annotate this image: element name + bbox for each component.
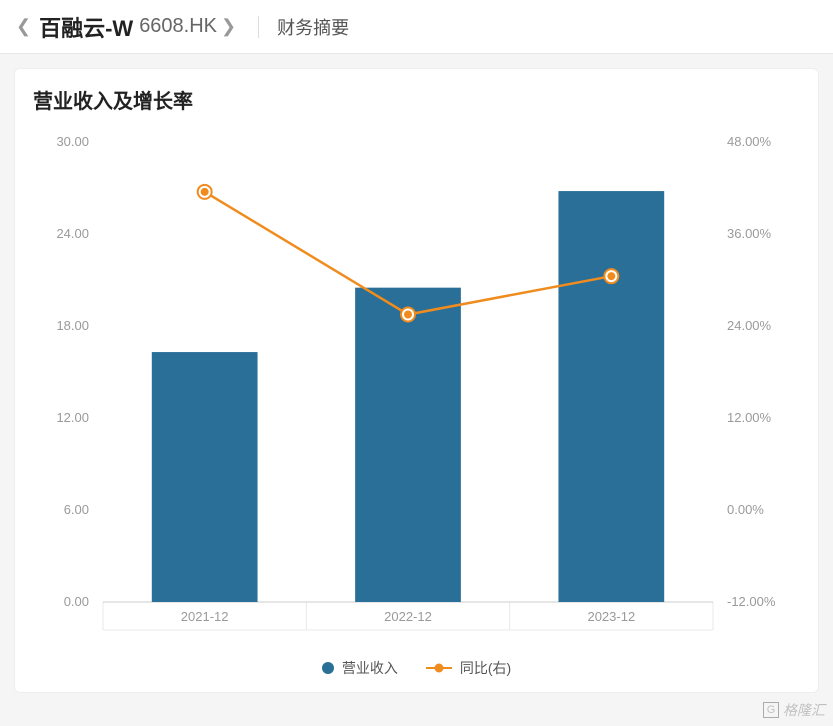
svg-text:36.00%: 36.00%: [727, 226, 772, 241]
chart-card: 营业收入及增长率 0.00 -12.00% 6.00 0.00% 12.00 12.00%…: [14, 68, 819, 693]
legend-item-bar[interactable]: 营业收入: [322, 658, 398, 678]
svg-text:12.00%: 12.00%: [727, 410, 772, 425]
watermark-text: 格隆汇: [783, 700, 825, 720]
svg-text:18.00: 18.00: [56, 318, 89, 333]
svg-text:0.00: 0.00: [64, 594, 89, 609]
svg-text:6.00: 6.00: [64, 502, 89, 517]
card-title: 营业收入及增长率: [33, 85, 800, 114]
stock-name[interactable]: 百融云-W: [39, 11, 133, 43]
legend-item-line[interactable]: 同比(右): [426, 658, 511, 678]
revenue-chart-svg: 0.00 -12.00% 6.00 0.00% 12.00 12.00% 18.00 24.0…: [33, 122, 793, 652]
breadcrumb-section: 财务摘要: [277, 14, 349, 40]
svg-text:-12.00%: -12.00%: [727, 594, 776, 609]
svg-text:0.00%: 0.00%: [727, 502, 764, 517]
legend-bar-label: 营业收入: [342, 658, 398, 678]
legend-line-swatch: [426, 667, 452, 669]
svg-text:24.00%: 24.00%: [727, 318, 772, 333]
watermark: G 格隆汇: [763, 700, 825, 720]
svg-text:2022-12: 2022-12: [384, 609, 432, 624]
svg-text:2021-12: 2021-12: [181, 609, 229, 624]
watermark-icon: G: [763, 702, 779, 718]
legend-line-label: 同比(右): [460, 658, 511, 678]
legend-bar-swatch: [322, 662, 334, 674]
chart-area: 0.00 -12.00% 6.00 0.00% 12.00 12.00% 18.00 24.0…: [33, 122, 800, 682]
svg-text:12.00: 12.00: [56, 410, 89, 425]
svg-text:24.00: 24.00: [56, 226, 89, 241]
chart-legend: 营业收入 同比(右): [33, 658, 800, 678]
svg-text:48.00%: 48.00%: [727, 134, 772, 149]
breadcrumb-divider: [258, 16, 259, 38]
stock-code: 6608.HK: [139, 15, 217, 38]
svg-text:2023-12: 2023-12: [587, 609, 635, 624]
breadcrumb-bar: ❮ 百融云-W 6608.HK ❯ 财务摘要: [0, 0, 833, 54]
chevron-left-icon[interactable]: ❮: [12, 16, 35, 37]
chevron-right-icon[interactable]: ❯: [217, 16, 240, 37]
svg-text:30.00: 30.00: [56, 134, 89, 149]
